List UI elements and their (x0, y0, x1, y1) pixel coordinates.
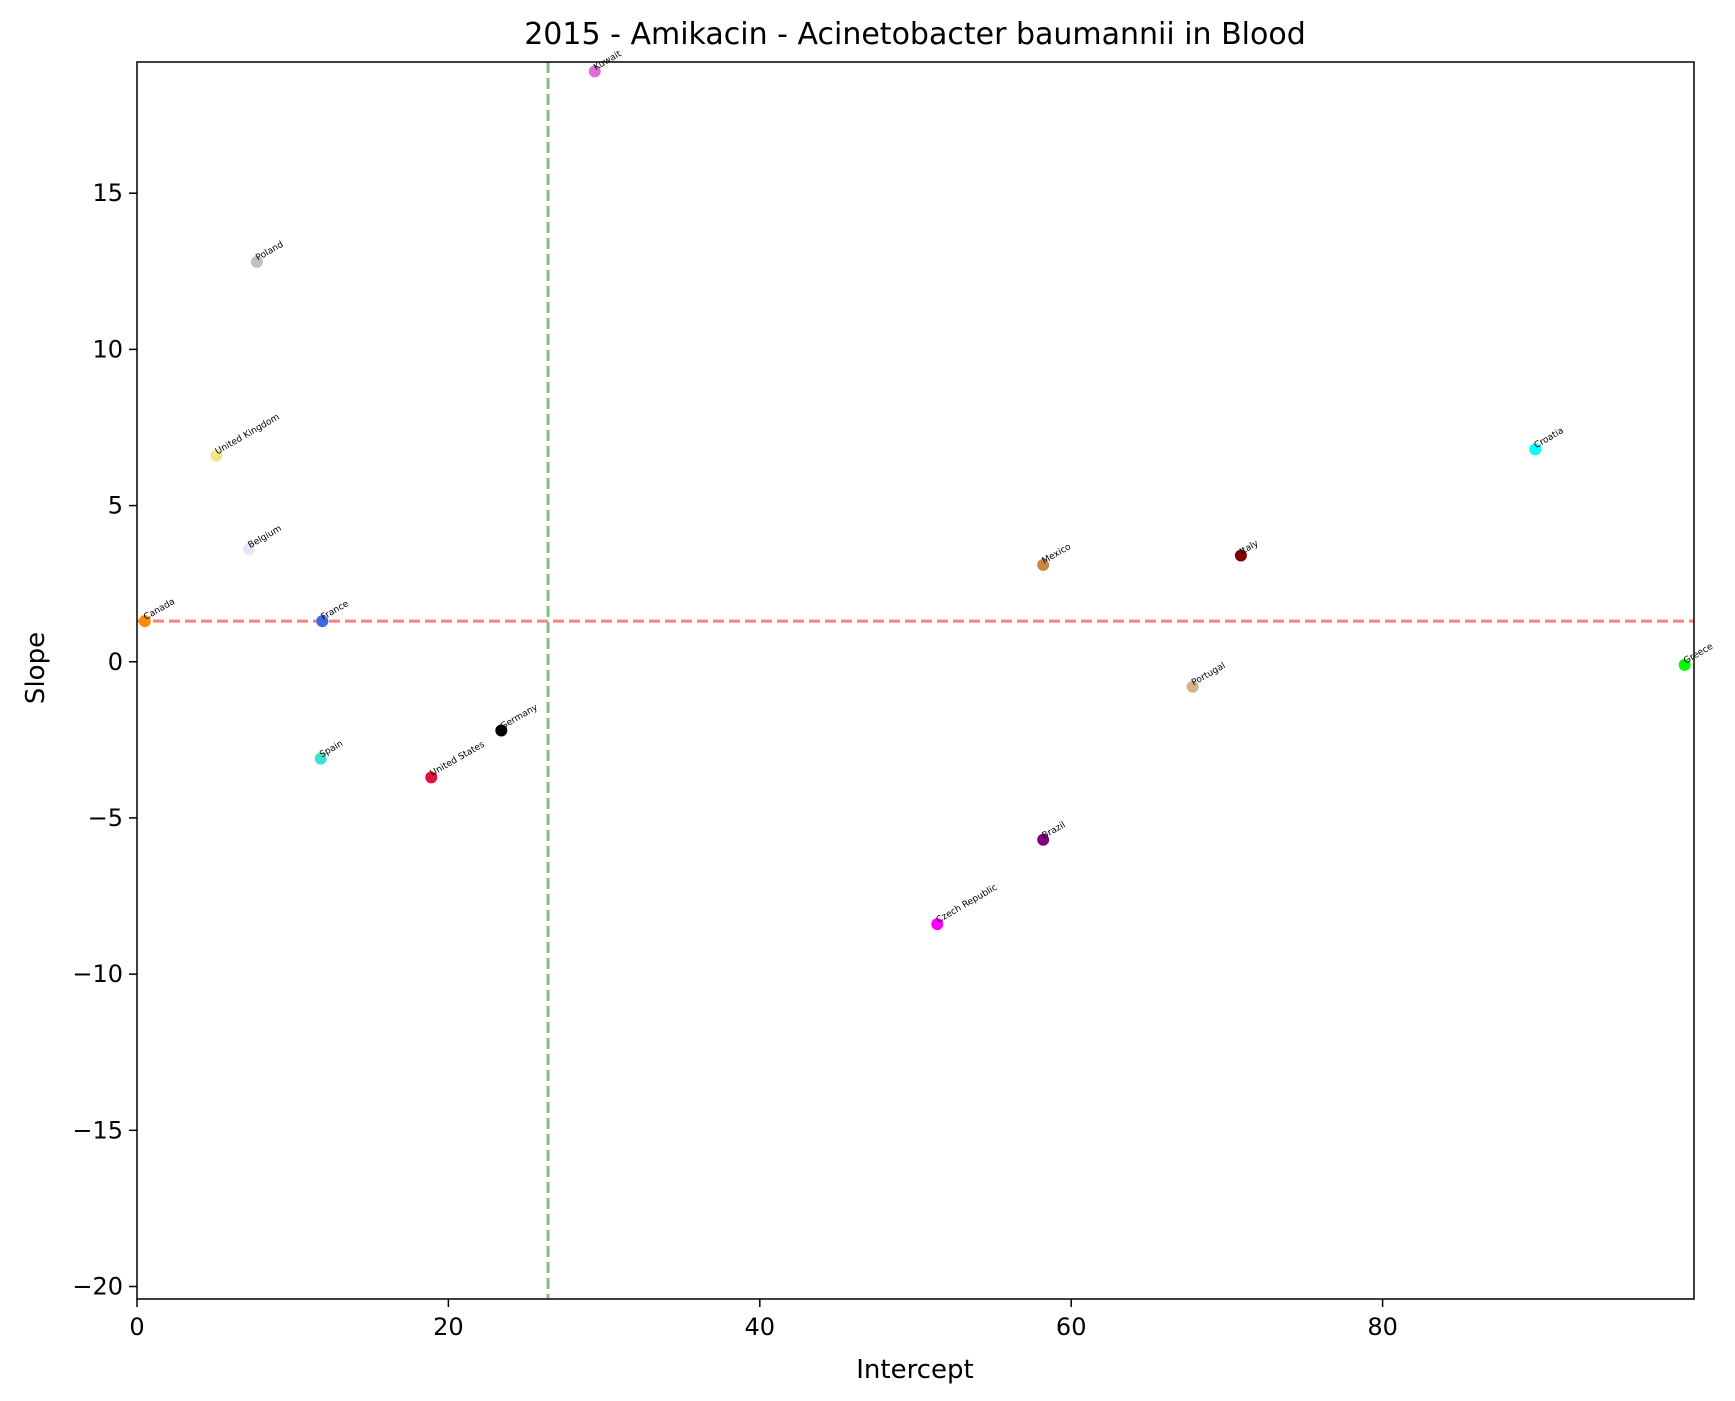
data-point (588, 65, 601, 78)
data-point (1234, 549, 1247, 562)
y-tick-label: 15 (92, 179, 123, 207)
data-point (495, 724, 508, 737)
data-point (1037, 833, 1050, 846)
data-point (314, 752, 327, 765)
data-point (931, 918, 944, 931)
y-tick-label: 10 (92, 335, 123, 363)
x-tick-label: 20 (433, 1313, 464, 1341)
y-tick-label: 0 (108, 648, 123, 676)
data-point (316, 615, 329, 628)
x-tick-label: 0 (129, 1313, 144, 1341)
x-tick-label: 40 (745, 1313, 776, 1341)
x-tick-label: 60 (1056, 1313, 1087, 1341)
y-tick-label: −10 (72, 960, 123, 988)
data-point (1186, 680, 1199, 693)
data-point (138, 615, 151, 628)
data-point (243, 543, 256, 556)
data-point (425, 771, 438, 784)
plot-frame (136, 61, 1695, 1300)
data-point (1678, 658, 1691, 671)
data-point (250, 255, 263, 268)
chart-title: 2015 - Amikacin - Acinetobacter baumanni… (524, 17, 1306, 52)
y-axis-label: Slope (21, 632, 51, 704)
y-tick-label: −15 (72, 1116, 123, 1144)
data-point (1037, 558, 1050, 571)
y-tick-label: −20 (72, 1273, 123, 1301)
data-point (1529, 443, 1542, 456)
y-tick-label: 5 (108, 492, 123, 520)
data-point (210, 449, 223, 462)
x-axis-label: Intercept (856, 1355, 973, 1385)
y-tick-label: −5 (88, 804, 123, 832)
x-tick-label: 80 (1367, 1313, 1398, 1341)
